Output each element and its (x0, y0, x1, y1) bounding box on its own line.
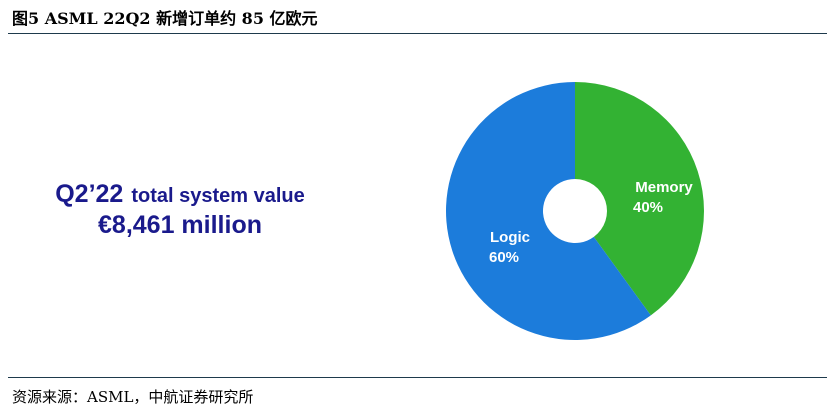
chart-slices (445, 82, 704, 340)
slice-value-memory: 40% (633, 199, 663, 216)
top-divider (8, 33, 827, 34)
slice-label-memory: Memory (635, 179, 693, 196)
bottom-divider (8, 377, 827, 378)
source-note: 资源来源：ASML，中航证券研究所 (12, 388, 254, 406)
headline-period: Q2’22 (55, 180, 124, 208)
figure-title: 图5 ASML 22Q2 新增订单约 85 亿欧元 (12, 9, 318, 28)
headline-value: €8,461 million (98, 211, 262, 239)
pie-slice-logic (445, 82, 651, 340)
slice-label-logic: Logic (490, 229, 530, 246)
headline-line-1: Q2’22 total system value (0, 180, 360, 209)
chart-slice-labels: Memory 40% Logic 60% (489, 179, 693, 266)
headline-label: total system value (131, 185, 305, 207)
slice-value-logic: 60% (489, 249, 519, 266)
pie-slice-memory (575, 82, 704, 316)
